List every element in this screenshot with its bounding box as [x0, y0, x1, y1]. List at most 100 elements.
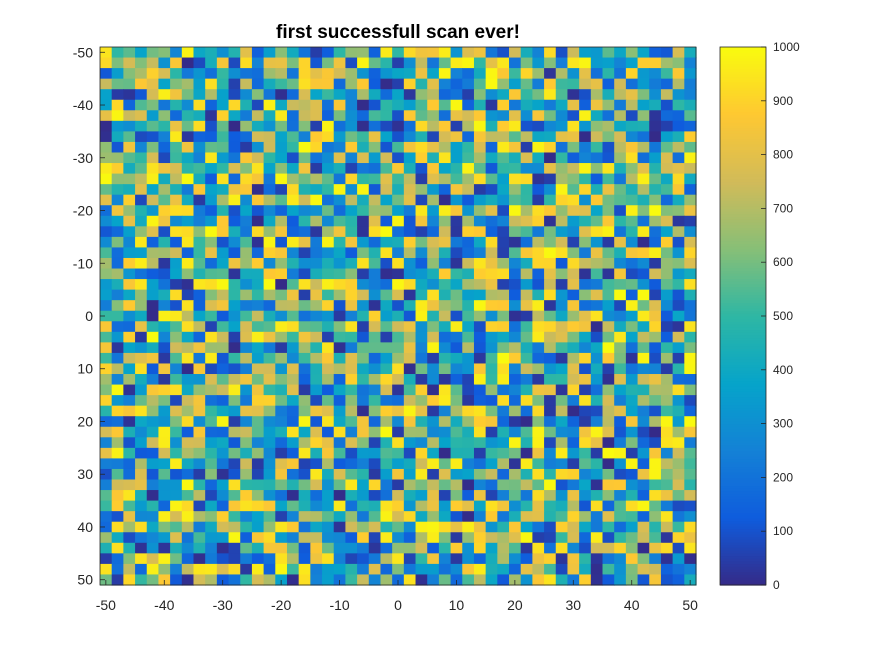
heatmap-cell [216, 563, 230, 576]
heatmap-cell [660, 184, 674, 196]
heatmap-cell [368, 553, 382, 565]
heatmap-cell [497, 268, 510, 280]
heatmap-cell [532, 300, 545, 312]
heatmap-cell [602, 490, 615, 502]
heatmap-cell [100, 78, 113, 90]
heatmap-cell [509, 426, 522, 438]
heatmap-cell [579, 163, 592, 175]
heatmap-cell [473, 68, 487, 80]
heatmap-cell [368, 110, 382, 122]
colorbar-segment [720, 560, 766, 565]
heatmap-cell [158, 321, 171, 333]
heatmap-cell [228, 321, 241, 333]
colorbar-segment [720, 73, 766, 78]
colorbar-segment [720, 71, 766, 75]
heatmap-cell [602, 553, 615, 565]
heatmap-cell [322, 205, 335, 217]
colorbar-segment [720, 423, 766, 427]
heatmap-cell [625, 257, 639, 270]
heatmap-cell [672, 447, 685, 460]
heatmap-cell [275, 479, 288, 491]
heatmap-cell [590, 563, 604, 576]
heatmap-cell [111, 342, 124, 354]
heatmap-cell [544, 321, 557, 333]
heatmap-cell [100, 47, 113, 59]
heatmap-cell [357, 173, 370, 185]
colorbar-segment [720, 305, 766, 309]
heatmap-cell [158, 553, 171, 565]
heatmap-cell [438, 437, 452, 449]
heatmap-cell [590, 542, 604, 554]
heatmap-cell [403, 215, 417, 227]
heatmap-cell [345, 363, 358, 375]
heatmap-cell [158, 532, 171, 544]
heatmap-cell [590, 331, 604, 343]
heatmap-cell [590, 479, 604, 491]
heatmap-cell [684, 416, 697, 428]
heatmap-cell [345, 352, 358, 365]
heatmap-cell [614, 110, 627, 122]
heatmap-cell [135, 68, 148, 80]
heatmap-cell [579, 363, 592, 375]
heatmap-cell [427, 163, 440, 175]
heatmap-cell [660, 205, 674, 217]
heatmap-cell [170, 426, 183, 438]
heatmap-cell [158, 405, 171, 417]
heatmap-cell [660, 352, 674, 365]
heatmap-cell [392, 437, 405, 449]
heatmap-cell [403, 426, 417, 438]
heatmap-cell [462, 184, 475, 196]
heatmap-cell [135, 289, 148, 301]
heatmap-cell [146, 110, 160, 122]
heatmap-cell [625, 468, 639, 481]
heatmap-cell [497, 279, 510, 291]
heatmap-cell [415, 500, 428, 512]
heatmap-cell [216, 447, 230, 460]
heatmap-cell [345, 194, 358, 206]
colorbar-segment [720, 418, 766, 422]
heatmap-cell [170, 384, 183, 396]
heatmap-cell [333, 553, 347, 565]
heatmap-cell [520, 236, 533, 249]
heatmap-cell [158, 268, 171, 280]
heatmap-cell [544, 120, 557, 132]
heatmap-cell [497, 352, 510, 365]
heatmap-cell [135, 205, 148, 217]
heatmap-cell [660, 194, 674, 206]
heatmap-cell [286, 173, 300, 185]
heatmap-cell [438, 321, 452, 333]
heatmap-cell [590, 395, 604, 407]
heatmap-cell [310, 384, 323, 396]
colorbar-segment [720, 216, 766, 220]
heatmap-cell [579, 120, 592, 132]
heatmap-cell [614, 500, 627, 512]
heatmap-cell [649, 542, 662, 554]
colorbar-segment [720, 100, 766, 105]
heatmap-cell [649, 363, 662, 375]
heatmap-cell [672, 321, 685, 333]
heatmap-cell [532, 68, 545, 80]
colorbar-segment [720, 480, 766, 484]
heatmap-cell [240, 342, 253, 354]
heatmap-cell [298, 563, 311, 576]
heatmap-cell [660, 342, 674, 354]
heatmap-cell [625, 110, 639, 122]
heatmap-cell [637, 47, 650, 59]
heatmap-cell [251, 310, 265, 322]
heatmap-cell [357, 247, 370, 259]
heatmap-cell [170, 374, 183, 386]
colorbar-segment [720, 286, 766, 290]
heatmap-cell [579, 532, 592, 544]
heatmap-cell [111, 321, 124, 333]
colorbar-segment [720, 415, 766, 419]
heatmap-cell [602, 289, 615, 301]
heatmap-cell [263, 99, 276, 111]
colorbar-segment [720, 525, 766, 530]
heatmap-cell [216, 194, 230, 206]
heatmap-cell [310, 416, 323, 428]
colorbar-segment [720, 574, 766, 578]
heatmap-cell [684, 163, 697, 175]
heatmap-cell [170, 395, 183, 407]
heatmap-cell [579, 384, 592, 396]
heatmap-cell [298, 468, 311, 481]
